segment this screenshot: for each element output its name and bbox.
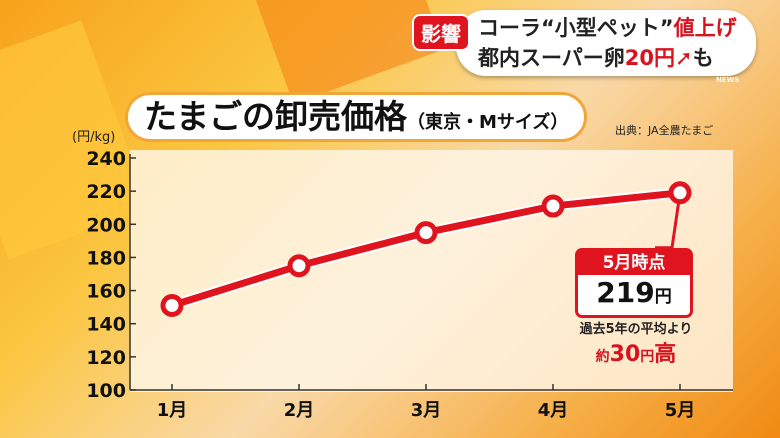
diff-value: 30 <box>609 342 641 367</box>
comparison-diff: 約30円高 <box>566 336 706 368</box>
diff-unit: 円 <box>640 349 655 365</box>
diff-suffix: 高 <box>654 342 677 367</box>
y-tick-label: 200 <box>86 214 126 236</box>
value-number: 219 <box>596 276 655 309</box>
y-tick-label: 160 <box>86 281 126 303</box>
headline-text: 都内スーパー卵 <box>478 46 625 70</box>
headline-text: 20円 <box>624 46 676 70</box>
y-tick-label: 220 <box>86 181 126 203</box>
x-tick-label: 5月 <box>665 400 696 421</box>
data-point <box>160 293 184 317</box>
callout-leader <box>655 192 682 250</box>
callout-header: 5月時点 <box>578 251 690 275</box>
y-tick-label: 140 <box>86 314 126 336</box>
data-point <box>668 181 692 205</box>
x-tick-label: 4月 <box>538 400 569 421</box>
y-tick-label: 240 <box>86 148 126 170</box>
headline-text: も <box>692 46 714 70</box>
y-tick-label: 120 <box>86 347 126 369</box>
x-tick-label: 1月 <box>157 400 188 421</box>
y-tick-label: 100 <box>86 380 126 402</box>
data-point <box>541 194 565 218</box>
headline-text: コーラ“小型ペット” <box>478 16 674 40</box>
data-point <box>287 254 311 278</box>
headline-box: コーラ“小型ペット”値上げ 都内スーパー卵20円➚も <box>456 10 756 76</box>
title-sub: （東京・Mサイズ） <box>407 112 569 133</box>
y-tick-label: 180 <box>86 247 126 269</box>
news-logo: NEWS <box>716 76 740 84</box>
diff-prefix: 約 <box>595 349 610 365</box>
comparison-note: 過去5年の平均より <box>579 322 693 337</box>
impact-tag: 影響 <box>412 14 470 51</box>
title-main: たまごの卸売価格 <box>144 97 408 136</box>
y-axis-unit: (円/kg) <box>72 130 116 145</box>
x-tick-label: 2月 <box>284 400 315 421</box>
data-point <box>414 221 438 245</box>
source-note: 出典：JA全農たまご <box>615 124 714 137</box>
callout-box: 5月時点 219円 <box>575 248 693 318</box>
headline-text: 値上げ <box>673 16 737 40</box>
x-tick-label: 3月 <box>411 400 442 421</box>
value-unit: 円 <box>654 287 672 307</box>
chart-title: たまごの卸売価格（東京・Mサイズ） <box>125 92 588 142</box>
callout-value: 219円 <box>578 275 690 315</box>
arrow-up-icon: ➚ <box>675 46 693 70</box>
